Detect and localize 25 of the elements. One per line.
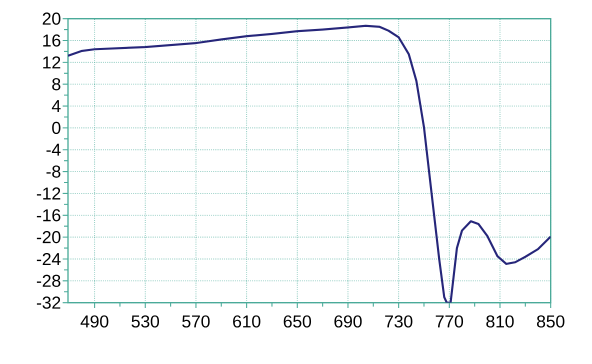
x-tick-label: 650 bbox=[284, 315, 312, 328]
y-tick-label: -28 bbox=[36, 274, 60, 287]
x-tick-label: 490 bbox=[80, 315, 108, 328]
y-tick-label: -24 bbox=[36, 252, 61, 265]
y-tick-label: 0 bbox=[52, 122, 60, 134]
x-tick-label: 690 bbox=[334, 315, 362, 328]
y-tick-label: 20 bbox=[42, 12, 60, 25]
x-tick-label: 850 bbox=[537, 315, 564, 328]
y-tick-label: -12 bbox=[36, 187, 60, 200]
x-tick-label: 810 bbox=[486, 315, 514, 328]
y-tick-label: -4 bbox=[46, 144, 61, 156]
y-tick-label: 4 bbox=[52, 100, 61, 112]
x-tick-label: 730 bbox=[385, 315, 412, 328]
y-tick-label: -8 bbox=[46, 165, 60, 178]
y-tick-label: -32 bbox=[36, 296, 60, 309]
y-tick-label: -20 bbox=[36, 231, 60, 244]
x-tick-label: 570 bbox=[182, 315, 210, 328]
y-tick-label: 12 bbox=[43, 56, 60, 68]
y-tick-label: 16 bbox=[43, 34, 60, 47]
x-tick-label: 610 bbox=[233, 315, 260, 328]
x-tick-label: 530 bbox=[132, 315, 160, 328]
y-tick-label: -16 bbox=[36, 209, 60, 222]
line-series bbox=[68, 24, 551, 303]
x-tick-label: 770 bbox=[436, 315, 464, 328]
y-tick-label: 8 bbox=[52, 78, 60, 90]
